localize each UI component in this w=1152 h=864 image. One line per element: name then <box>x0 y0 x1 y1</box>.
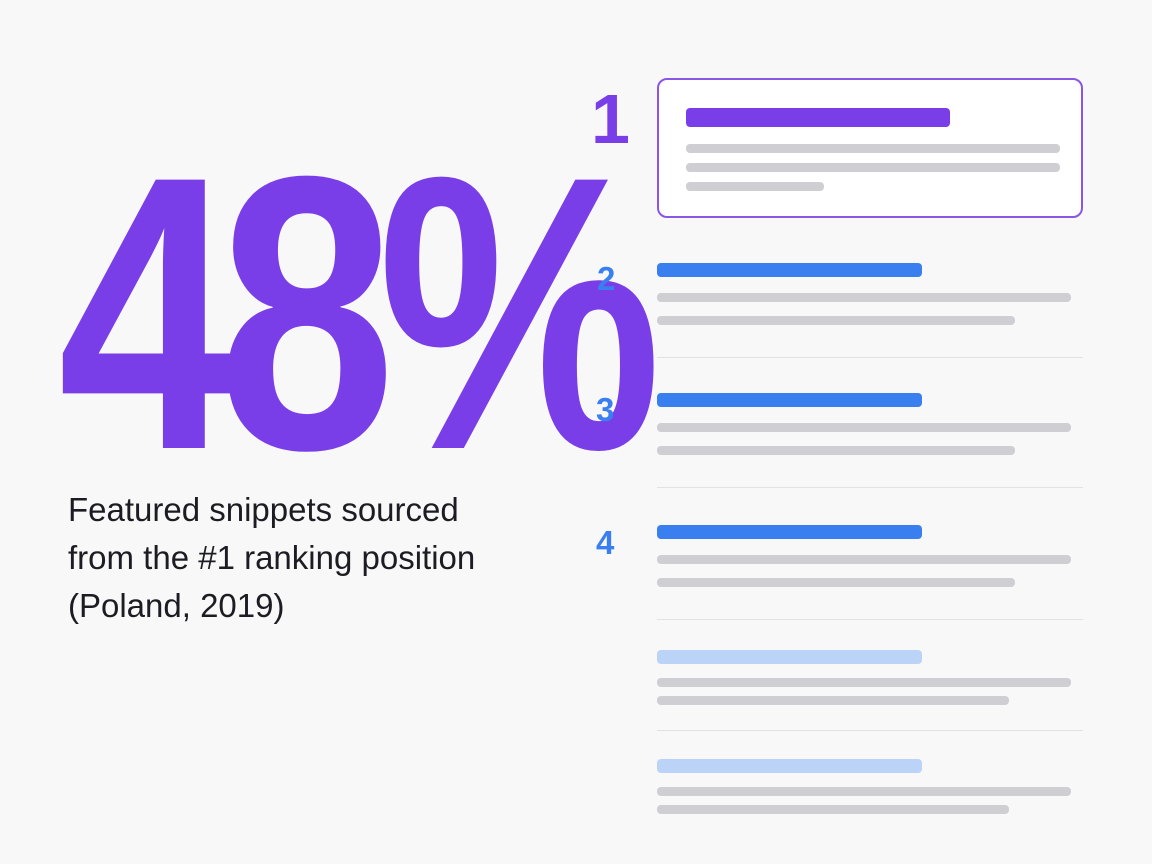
featured-snippet-card <box>657 78 1083 218</box>
stat-caption: Featured snippets sourced from the #1 ra… <box>68 486 568 630</box>
result-text-line <box>657 578 1015 587</box>
result-title-bar <box>657 263 922 277</box>
result-text-line <box>657 555 1071 564</box>
result-divider <box>657 357 1083 358</box>
result-text-line <box>657 805 1009 814</box>
result-title-bar <box>657 759 922 773</box>
caption-line-1: Featured snippets sourced <box>68 491 459 528</box>
result-title-bar <box>657 525 922 539</box>
result-divider <box>657 487 1083 488</box>
result-divider <box>657 730 1083 731</box>
featured-text-line <box>686 163 1060 172</box>
featured-text-line <box>686 144 1060 153</box>
result-text-line <box>657 316 1015 325</box>
result-text-line <box>657 787 1071 796</box>
rank-number-3: 3 <box>596 391 615 428</box>
result-text-line <box>657 678 1071 687</box>
result-title-bar <box>657 650 922 664</box>
result-title-bar <box>657 393 922 407</box>
result-text-line <box>657 423 1071 432</box>
rank-number-2: 2 <box>597 260 616 297</box>
result-text-line <box>657 293 1071 302</box>
featured-title-bar <box>686 108 950 127</box>
result-text-line <box>657 446 1015 455</box>
big-stat-value: 48% <box>58 95 662 531</box>
result-divider <box>657 619 1083 620</box>
featured-text-line <box>686 182 824 191</box>
rank-number-4: 4 <box>596 524 615 561</box>
rank-number-1: 1 <box>591 80 630 158</box>
result-text-line <box>657 696 1009 705</box>
caption-line-2: from the #1 ranking position <box>68 539 476 576</box>
caption-line-3: (Poland, 2019) <box>68 587 285 624</box>
